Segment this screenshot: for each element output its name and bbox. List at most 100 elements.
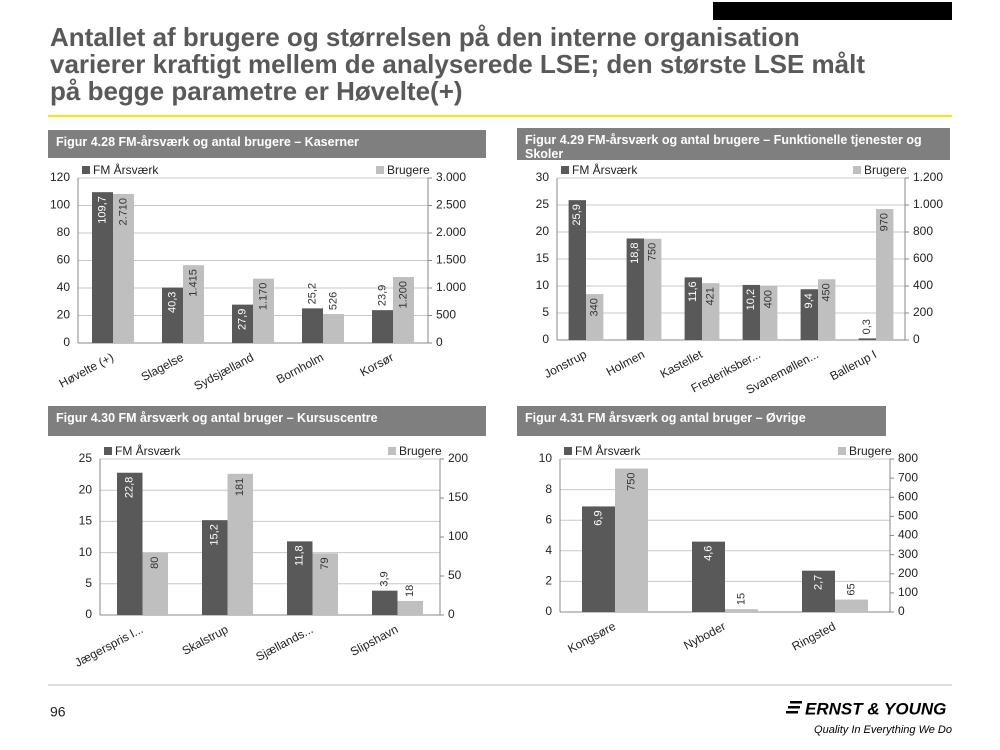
y-tick-label: 15	[536, 251, 550, 265]
chart-title: Figur 4.31 FM årsværk og antal bruger – …	[517, 406, 886, 436]
bar	[393, 277, 414, 343]
value-label: 1.415	[187, 269, 199, 297]
value-label: 18	[404, 585, 416, 597]
y2-tick-label: 200	[448, 451, 468, 465]
y-tick-label: 4	[545, 543, 552, 557]
legend-label: FM Årsværk	[93, 162, 159, 177]
y2-tick-label: 1.000	[913, 197, 943, 211]
bar	[684, 277, 702, 340]
legend-swatch	[838, 447, 846, 455]
bar	[858, 338, 876, 340]
y-tick-label: 6	[545, 512, 552, 526]
value-label: 181	[234, 478, 246, 496]
y2-tick-label: 600	[913, 251, 933, 265]
value-label: 0,3	[861, 319, 873, 334]
y-tick-label: 60	[57, 253, 71, 267]
x-tick-label: Bornholm	[274, 350, 326, 386]
y-tick-label: 5	[85, 576, 92, 590]
legend-item: Brugere	[838, 444, 892, 458]
y-tick-label: 120	[50, 170, 70, 184]
bar	[117, 472, 143, 615]
value-label: 65	[845, 583, 857, 595]
legend-label: Brugere	[387, 163, 430, 177]
slide-title: Antallet af brugere og størrelsen på den…	[50, 24, 865, 105]
value-label: 3,9	[379, 571, 391, 586]
legend-swatch	[82, 166, 90, 174]
x-tick-label: Kongsøre	[565, 619, 618, 656]
value-label: 40,3	[166, 292, 178, 313]
legend-label: Brugere	[399, 444, 442, 458]
legend-item: FM Årsværk	[104, 443, 181, 458]
logo-mark	[786, 701, 802, 714]
legend-swatch	[104, 447, 112, 455]
bar	[586, 294, 604, 340]
header-block	[713, 2, 952, 20]
y2-tick-label: 1.500	[436, 253, 466, 267]
legend-label: FM Årsværk	[115, 443, 181, 458]
x-tick-label: Sydsjælland	[192, 350, 256, 393]
legend-swatch	[376, 166, 384, 174]
y2-tick-label: 100	[898, 585, 918, 599]
bar	[372, 590, 398, 615]
legend-swatch	[564, 447, 572, 455]
y-tick-label: 0	[542, 332, 549, 346]
value-label: 22,8	[124, 477, 136, 498]
legend-item: Brugere	[853, 163, 907, 177]
value-label: 340	[589, 298, 601, 316]
value-label: 109,7	[96, 196, 108, 224]
x-tick-label: Slipshavn	[348, 622, 401, 659]
y-tick-label: 10	[536, 278, 550, 292]
legend-item: FM Årsværk	[561, 162, 638, 177]
bar	[323, 314, 344, 343]
bar	[835, 599, 868, 612]
bar	[287, 541, 313, 615]
bar	[183, 265, 204, 343]
tagline: Quality In Everything We Do	[814, 724, 952, 736]
y-tick-label: 5	[542, 305, 549, 319]
value-label: 4,6	[702, 546, 714, 561]
bar	[568, 200, 586, 340]
title-line: varierer kraftigt mellem de analyserede …	[50, 49, 865, 79]
value-label: 79	[319, 557, 331, 569]
legend-label: Brugere	[864, 163, 907, 177]
legend-label: FM Årsværk	[575, 443, 641, 458]
y-tick-label: 2	[545, 574, 552, 588]
y-tick-label: 25	[79, 451, 93, 465]
y2-tick-label: 3.000	[436, 170, 466, 184]
x-tick-label: Nyboder	[681, 619, 728, 653]
value-label: 25,2	[306, 283, 318, 304]
bar	[800, 289, 818, 340]
x-tick-label: Korsør	[358, 350, 396, 379]
title-line: Antallet af brugere og størrelsen på den…	[50, 22, 800, 52]
value-label: 9,4	[803, 293, 815, 308]
y-tick-label: 80	[57, 225, 71, 239]
y-tick-label: 0	[63, 335, 70, 349]
bar	[142, 552, 168, 615]
chart-title: Figur 4.30 FM årsværk og antal bruger – …	[48, 406, 486, 436]
value-label: 80	[149, 557, 161, 569]
y2-tick-label: 600	[898, 489, 918, 503]
value-label: 526	[327, 292, 339, 310]
x-tick-label: Holmen	[604, 347, 647, 379]
bar	[876, 209, 894, 340]
y2-tick-label: 200	[898, 566, 918, 580]
y2-tick-label: 0	[913, 332, 920, 346]
y2-tick-label: 100	[448, 529, 468, 543]
y2-tick-label: 500	[898, 509, 918, 523]
legend-swatch	[388, 447, 396, 455]
x-tick-label: Høvelte (+)	[57, 350, 116, 390]
x-tick-label: Kastellet	[658, 347, 706, 381]
value-label: 15,2	[209, 524, 221, 545]
value-label: 23,9	[376, 285, 388, 306]
y2-tick-label: 800	[913, 224, 933, 238]
y2-tick-label: 150	[448, 490, 468, 504]
x-tick-label: Jonstrup	[542, 347, 589, 381]
bar	[615, 468, 648, 612]
bar	[644, 238, 662, 340]
x-tick-label: Skalstrup	[180, 622, 231, 658]
y2-tick-label: 500	[436, 308, 456, 322]
bar	[227, 473, 253, 615]
y2-tick-label: 800	[898, 451, 918, 465]
